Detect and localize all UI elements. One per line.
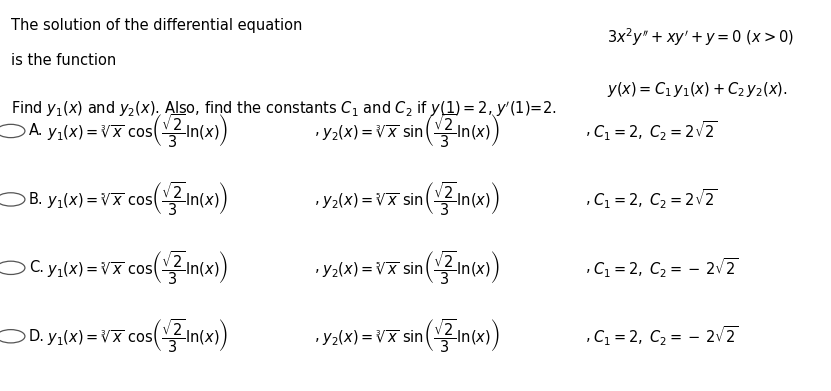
Text: $y_2(x) = \sqrt[5]{x}\ \sin\!\left(\dfrac{\sqrt{2}}{3}\mathrm{ln}(x)\right)$: $y_2(x) = \sqrt[5]{x}\ \sin\!\left(\dfra… [322,181,500,218]
Text: $3x^2y'' + xy' + y = 0\ (x > 0)$: $3x^2y'' + xy' + y = 0\ (x > 0)$ [607,26,794,48]
Text: $y_1(x) = \sqrt[3]{x}\ \cos\!\left(\dfrac{\sqrt{2}}{3}\mathrm{ln}(x)\right)$: $y_1(x) = \sqrt[3]{x}\ \cos\!\left(\dfra… [47,112,229,150]
Text: $C_1 = 2,\ C_2 = 2\sqrt{2}$: $C_1 = 2,\ C_2 = 2\sqrt{2}$ [593,188,718,211]
Text: $,$: $,$ [314,192,319,207]
Text: B.: B. [29,192,44,207]
Text: $,$: $,$ [585,192,590,207]
Text: $y_1(x) = \sqrt[3]{x}\ \cos\!\left(\dfrac{\sqrt{2}}{3}\mathrm{ln}(x)\right)$: $y_1(x) = \sqrt[3]{x}\ \cos\!\left(\dfra… [47,317,229,355]
Text: $,$: $,$ [585,260,590,275]
Text: $,$: $,$ [314,329,319,344]
Text: $y_1(x) = \sqrt[5]{x}\ \cos\!\left(\dfrac{\sqrt{2}}{3}\mathrm{ln}(x)\right)$: $y_1(x) = \sqrt[5]{x}\ \cos\!\left(\dfra… [47,249,229,287]
Text: $y_2(x) = \sqrt[5]{x}\ \sin\!\left(\dfrac{\sqrt{2}}{3}\mathrm{ln}(x)\right)$: $y_2(x) = \sqrt[5]{x}\ \sin\!\left(\dfra… [322,249,500,287]
Text: $y_2(x) = \sqrt[3]{x}\ \sin\!\left(\dfrac{\sqrt{2}}{3}\mathrm{ln}(x)\right)$: $y_2(x) = \sqrt[3]{x}\ \sin\!\left(\dfra… [322,112,500,150]
Text: A.: A. [29,124,43,138]
Text: is the function: is the function [11,53,116,68]
Text: $C_1 = 2,\ C_2 = -\,2\sqrt{2}$: $C_1 = 2,\ C_2 = -\,2\sqrt{2}$ [593,256,739,280]
Text: $,$: $,$ [585,124,590,138]
Text: $y(x) = C_1\,y_1(x) + C_2\,y_2(x).$: $y(x) = C_1\,y_1(x) + C_2\,y_2(x).$ [607,81,787,99]
Text: D.: D. [29,329,45,344]
Text: $,$: $,$ [314,260,319,275]
Text: $,$: $,$ [585,329,590,344]
Text: $C_1 = 2,\ C_2 = -\,2\sqrt{2}$: $C_1 = 2,\ C_2 = -\,2\sqrt{2}$ [593,325,739,348]
Text: $y_1(x) = \sqrt[5]{x}\ \cos\!\left(\dfrac{\sqrt{2}}{3}\mathrm{ln}(x)\right)$: $y_1(x) = \sqrt[5]{x}\ \cos\!\left(\dfra… [47,181,229,218]
Text: $,$: $,$ [314,124,319,138]
Text: $C_1 = 2,\ C_2 = 2\sqrt{2}$: $C_1 = 2,\ C_2 = 2\sqrt{2}$ [593,119,718,143]
Text: The solution of the differential equation: The solution of the differential equatio… [11,18,302,33]
Text: $y_2(x) = \sqrt[3]{x}\ \sin\!\left(\dfrac{\sqrt{2}}{3}\mathrm{ln}(x)\right)$: $y_2(x) = \sqrt[3]{x}\ \sin\!\left(\dfra… [322,317,500,355]
Text: Find $y_1(x)$ and $y_2(x)$. Also, find the constants $C_1$ and $C_2$ if $y(1) = : Find $y_1(x)$ and $y_2(x)$. Also, find t… [11,100,557,119]
Text: C.: C. [29,260,44,275]
